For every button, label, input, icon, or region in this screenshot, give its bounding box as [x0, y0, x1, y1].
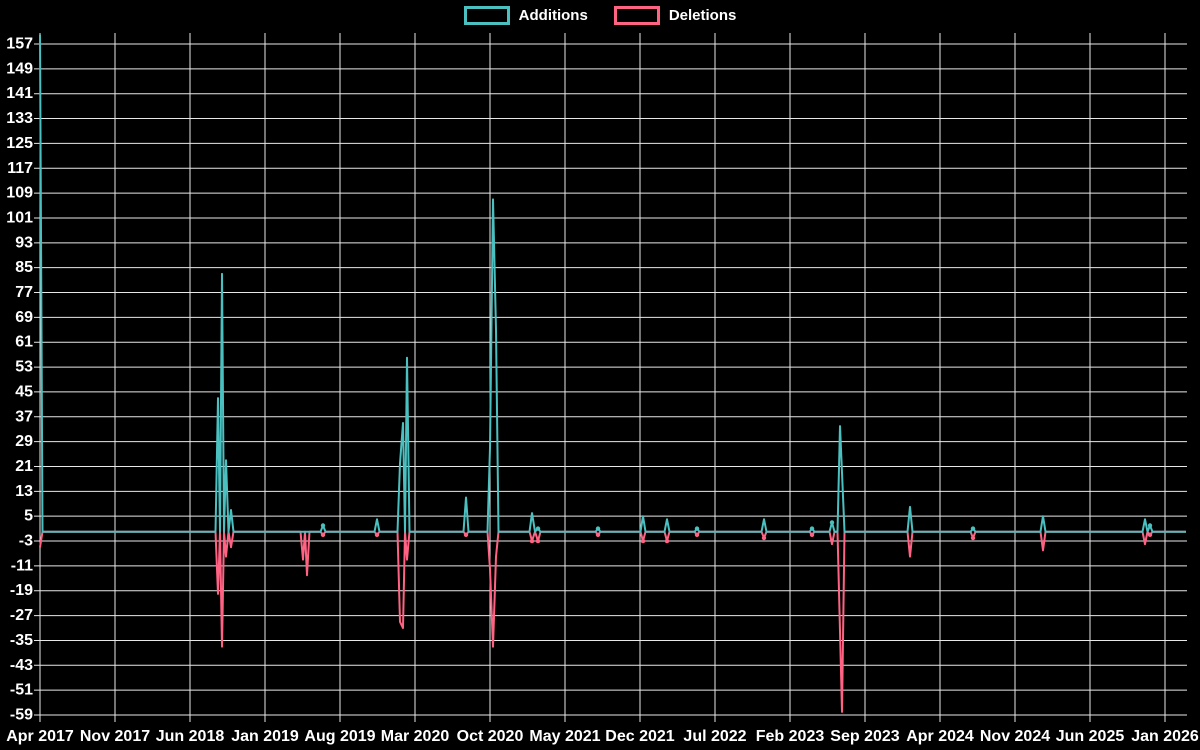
- x-tick-label: Dec 2021: [605, 728, 674, 745]
- y-tick-label: -59: [10, 707, 33, 724]
- x-tick-label: Nov 2017: [80, 728, 150, 745]
- deletions-point-marker: [761, 535, 767, 541]
- x-tick-label: Sep 2023: [830, 728, 899, 745]
- deletions-point-marker: [535, 538, 541, 544]
- y-tick-label: 37: [15, 408, 33, 425]
- deletions-point-marker: [374, 532, 380, 538]
- y-tick-label: 117: [7, 160, 33, 177]
- y-tick-label: -11: [11, 557, 33, 574]
- deletions-point-marker: [529, 538, 535, 544]
- deletions-point-marker: [640, 538, 646, 544]
- x-tick-label: Feb 2023: [756, 728, 825, 745]
- deletions-point-marker: [809, 532, 815, 538]
- y-tick-label: 157: [6, 36, 33, 53]
- y-tick-label: -43: [10, 657, 33, 674]
- deletions-point-marker: [970, 535, 976, 541]
- x-tick-label: Oct 2020: [457, 728, 524, 745]
- x-tick-label: Jan 2026: [1131, 728, 1199, 745]
- additions-legend-label: Additions: [518, 7, 588, 24]
- y-tick-label: 101: [6, 209, 33, 226]
- deletions-legend-label: Deletions: [668, 7, 737, 24]
- x-tick-label: Apr 2017: [6, 728, 74, 745]
- x-tick-label: Jun 2025: [1056, 728, 1125, 745]
- deletions-line: [39, 530, 1186, 713]
- deletions-point-marker: [694, 532, 700, 538]
- x-tick-label: Jan 2019: [231, 728, 299, 745]
- y-tick-label: 141: [6, 85, 33, 102]
- y-tick-label: 93: [15, 234, 33, 251]
- x-tick-label: Mar 2020: [381, 728, 450, 745]
- y-tick-label: -35: [10, 632, 33, 649]
- additions-point-marker: [694, 526, 700, 531]
- y-tick-label: 109: [6, 185, 33, 202]
- chart-legend: Additions Deletions: [0, 6, 1200, 25]
- additions-swatch-icon: [463, 6, 510, 25]
- x-tick-label: Jul 2022: [683, 728, 746, 745]
- deletions-point-marker: [1147, 532, 1153, 538]
- deletions-swatch-icon: [613, 6, 660, 25]
- legend-item-additions[interactable]: Additions: [463, 6, 588, 25]
- x-tick-label: Jun 2018: [156, 728, 225, 745]
- additions-point-marker: [320, 523, 326, 528]
- y-tick-label: 29: [15, 433, 33, 450]
- additions-point-marker: [970, 526, 976, 531]
- deletions-point-marker: [463, 532, 469, 538]
- x-tick-label: Nov 2024: [980, 728, 1050, 745]
- deletions-point-marker: [595, 532, 601, 538]
- x-tick-label: Apr 2024: [906, 728, 974, 745]
- additions-point-marker: [829, 520, 835, 525]
- y-tick-label: 125: [6, 135, 33, 152]
- y-tick-label: 13: [15, 483, 33, 500]
- additions-point-marker: [535, 526, 541, 531]
- y-tick-label: -27: [10, 607, 33, 624]
- y-tick-label: 45: [15, 383, 33, 400]
- legend-item-deletions[interactable]: Deletions: [613, 6, 737, 25]
- y-tick-label: 133: [6, 110, 33, 127]
- additions-point-marker: [1147, 523, 1153, 528]
- y-tick-label: 69: [15, 309, 33, 326]
- additions-line: [39, 34, 1186, 533]
- y-tick-label: 53: [15, 359, 33, 376]
- y-tick-label: 21: [15, 458, 33, 475]
- y-tick-label: 77: [15, 284, 33, 301]
- x-tick-label: Aug 2019: [304, 728, 375, 745]
- additions-point-marker: [595, 526, 601, 531]
- additions-point-marker: [809, 526, 815, 531]
- x-tick-label: May 2021: [529, 728, 600, 745]
- y-tick-label: -3: [19, 533, 33, 550]
- deletions-point-marker: [320, 532, 326, 538]
- y-tick-label: 85: [15, 259, 33, 276]
- y-tick-label: 5: [24, 508, 33, 525]
- y-tick-label: -51: [10, 682, 33, 699]
- y-tick-label: 149: [6, 60, 33, 77]
- y-tick-label: -19: [10, 582, 33, 599]
- y-tick-label: 61: [15, 334, 33, 351]
- deletions-point-marker: [664, 538, 670, 544]
